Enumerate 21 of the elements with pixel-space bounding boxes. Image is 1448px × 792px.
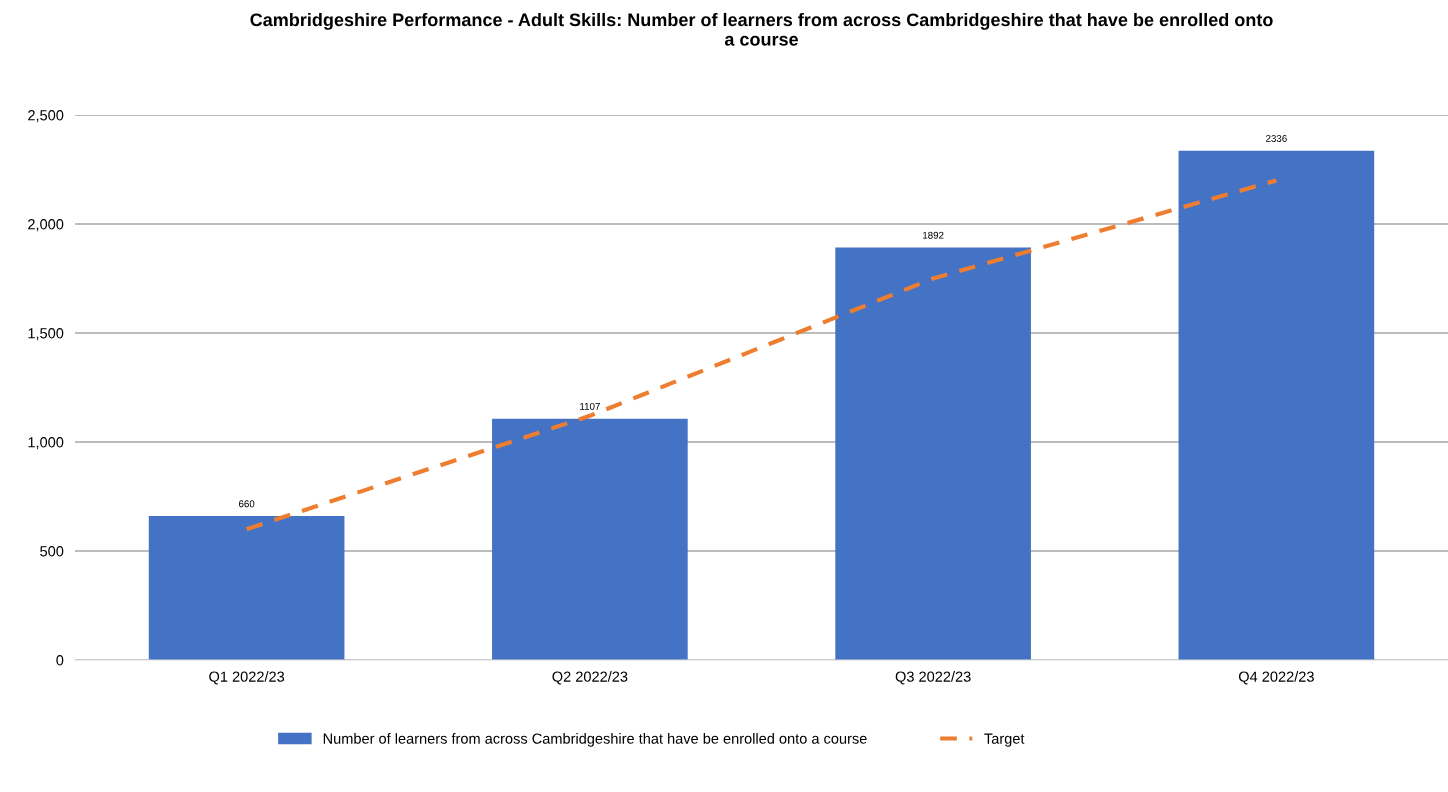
x-tick-label: Q2 2022/23 xyxy=(552,671,628,685)
y-tick-label: 500 xyxy=(40,546,64,557)
x-tick-label: Q3 2022/23 xyxy=(895,671,971,685)
chart-title: Cambridgeshire Performance - Adult Skills: Number of learners from across Cambridgeshire that have be enrolled onto a course xyxy=(250,12,1273,46)
bar xyxy=(148,516,345,660)
x-tick-label: Q4 2022/23 xyxy=(1238,671,1314,685)
y-tick-label: 2,000 xyxy=(28,219,64,232)
legend-label: Target xyxy=(984,733,1025,747)
data-label: 1107 xyxy=(580,402,600,410)
y-tick-label: 1,000 xyxy=(28,437,64,450)
data-label: 1892 xyxy=(923,231,944,239)
data-label: 660 xyxy=(239,500,255,508)
y-tick-label: 1,500 xyxy=(28,328,64,341)
bar xyxy=(835,247,1031,660)
x-tick-label: Q1 2022/23 xyxy=(209,671,285,685)
data-label: 2336 xyxy=(1266,135,1287,142)
bar xyxy=(492,418,688,660)
bar xyxy=(1178,150,1375,660)
y-tick-label: 2,500 xyxy=(28,110,64,123)
y-tick-label: 0 xyxy=(56,655,64,666)
legend-label: Number of learners from across Cambridgeshire that have be enrolled onto a course xyxy=(323,733,867,747)
